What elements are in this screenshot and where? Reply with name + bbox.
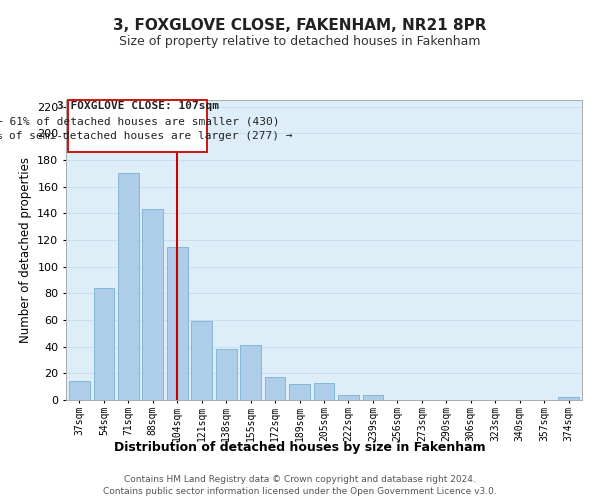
Text: 39% of semi-detached houses are larger (277) →: 39% of semi-detached houses are larger (… bbox=[0, 131, 293, 141]
Text: Contains public sector information licensed under the Open Government Licence v3: Contains public sector information licen… bbox=[103, 486, 497, 496]
Text: 3 FOXGLOVE CLOSE: 107sqm: 3 FOXGLOVE CLOSE: 107sqm bbox=[56, 102, 218, 112]
Bar bbox=[314, 382, 334, 400]
Bar bbox=[362, 394, 383, 400]
Text: Contains HM Land Registry data © Crown copyright and database right 2024.: Contains HM Land Registry data © Crown c… bbox=[124, 474, 476, 484]
Bar bbox=[240, 346, 261, 400]
Bar bbox=[216, 350, 236, 400]
Bar bbox=[94, 288, 114, 400]
Bar bbox=[118, 174, 139, 400]
Bar bbox=[167, 246, 188, 400]
Bar bbox=[265, 378, 286, 400]
Text: 3, FOXGLOVE CLOSE, FAKENHAM, NR21 8PR: 3, FOXGLOVE CLOSE, FAKENHAM, NR21 8PR bbox=[113, 18, 487, 32]
Text: Size of property relative to detached houses in Fakenham: Size of property relative to detached ho… bbox=[119, 35, 481, 48]
Bar bbox=[191, 322, 212, 400]
Bar bbox=[338, 394, 359, 400]
Y-axis label: Number of detached properties: Number of detached properties bbox=[19, 157, 32, 343]
Text: ← 61% of detached houses are smaller (430): ← 61% of detached houses are smaller (43… bbox=[0, 116, 279, 126]
Bar bbox=[289, 384, 310, 400]
Text: Distribution of detached houses by size in Fakenham: Distribution of detached houses by size … bbox=[114, 441, 486, 454]
Bar bbox=[69, 382, 90, 400]
Bar bbox=[142, 210, 163, 400]
Bar bbox=[558, 398, 579, 400]
FancyBboxPatch shape bbox=[68, 100, 206, 152]
